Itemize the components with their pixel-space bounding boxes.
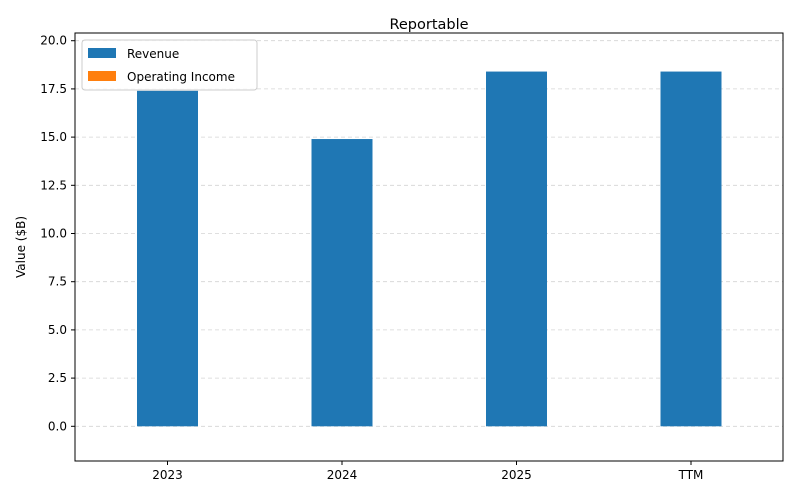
x-tick-label: TTM: [678, 468, 704, 482]
bar-revenue-2025: [486, 71, 547, 427]
chart-title: Reportable: [389, 17, 468, 33]
legend-box: [81, 39, 258, 91]
y-tick-label: 7.5: [48, 275, 67, 289]
x-tick-label: 2024: [327, 468, 358, 482]
y-tick-label: 12.5: [40, 178, 67, 192]
bar-revenue-2024: [311, 139, 373, 427]
legend-swatch-revenue: [88, 48, 116, 58]
y-tick-label: 20.0: [40, 34, 67, 48]
y-tick-label: 10.0: [40, 227, 67, 241]
x-tick-label: 2023: [152, 468, 183, 482]
y-tick-label: 15.0: [40, 130, 67, 144]
y-tick-label: 0.0: [48, 419, 67, 433]
y-axis-ticks: 0.0 2.5 5.0 7.5 10.0 12.5 15.0 17.5 20.0: [40, 34, 75, 433]
plot-frame: [74, 32, 784, 462]
y-tick-label: 17.5: [40, 82, 67, 96]
bar-revenue-2023: [137, 90, 198, 427]
x-tick-label: 2025: [501, 468, 532, 482]
y-tick-label: 2.5: [48, 371, 67, 385]
legend-swatch-operating-income: [88, 71, 116, 81]
legend-label-revenue: Revenue: [127, 47, 179, 61]
legend: Revenue Operating Income: [81, 39, 258, 91]
x-axis-ticks: 2023 2024 2025 TTM: [152, 461, 703, 482]
legend-label-operating-income: Operating Income: [127, 70, 235, 84]
bar-revenue-ttm: [660, 71, 722, 427]
y-axis-label: Value ($B): [14, 216, 28, 278]
bars: [137, 71, 722, 427]
y-tick-label: 5.0: [48, 323, 67, 337]
